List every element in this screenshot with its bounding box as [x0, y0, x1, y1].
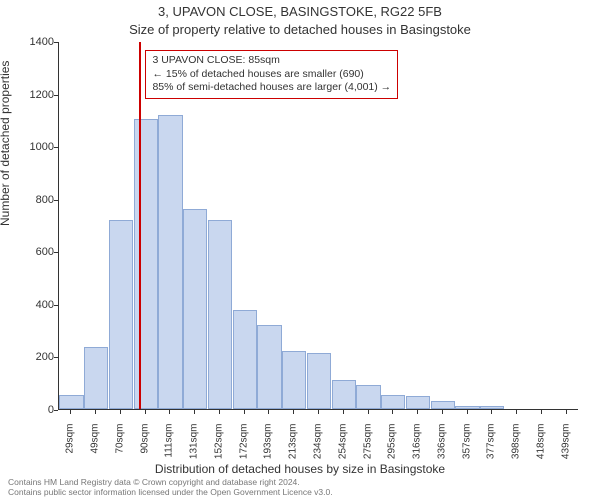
xtick-label: 275sqm: [362, 424, 373, 474]
xtick-mark: [293, 410, 294, 414]
reference-line: [139, 42, 141, 409]
histogram-bar: [332, 380, 356, 409]
xtick-label: 295sqm: [387, 424, 398, 474]
xtick-label: 213sqm: [288, 424, 299, 474]
ytick-mark: [54, 42, 58, 43]
ytick-label: 1000: [14, 141, 54, 153]
histogram-bar: [381, 395, 405, 409]
xtick-label: 29sqm: [65, 424, 76, 474]
xtick-label: 111sqm: [164, 424, 175, 474]
xtick-mark: [541, 410, 542, 414]
xtick-label: 152sqm: [213, 424, 224, 474]
histogram-bar: [480, 406, 504, 409]
ytick-label: 200: [14, 351, 54, 363]
histogram-bar: [183, 209, 207, 409]
ytick-mark: [54, 357, 58, 358]
histogram-bar: [59, 395, 83, 409]
footer-attribution: Contains HM Land Registry data © Crown c…: [8, 478, 333, 498]
xtick-label: 336sqm: [436, 424, 447, 474]
histogram-bar: [455, 406, 479, 409]
chart-title: 3, UPAVON CLOSE, BASINGSTOKE, RG22 5FB: [0, 4, 600, 19]
ytick-label: 600: [14, 246, 54, 258]
xtick-mark: [145, 410, 146, 414]
histogram-bar: [233, 310, 257, 409]
xtick-mark: [194, 410, 195, 414]
xtick-mark: [516, 410, 517, 414]
footer-line2: Contains public sector information licen…: [8, 488, 333, 498]
xtick-mark: [70, 410, 71, 414]
xtick-mark: [318, 410, 319, 414]
ytick-mark: [54, 200, 58, 201]
xtick-mark: [244, 410, 245, 414]
ytick-label: 1400: [14, 36, 54, 48]
xtick-mark: [268, 410, 269, 414]
ytick-mark: [54, 410, 58, 411]
xtick-mark: [392, 410, 393, 414]
xtick-label: 316sqm: [412, 424, 423, 474]
xtick-label: 90sqm: [139, 424, 150, 474]
xtick-mark: [120, 410, 121, 414]
chart-subtitle: Size of property relative to detached ho…: [0, 22, 600, 37]
xtick-label: 398sqm: [511, 424, 522, 474]
xtick-mark: [467, 410, 468, 414]
plot-area: 3 UPAVON CLOSE: 85sqm← 15% of detached h…: [58, 42, 578, 410]
ytick-mark: [54, 252, 58, 253]
chart-container: { "titles": { "line1": "3, UPAVON CLOSE,…: [0, 0, 600, 500]
histogram-bar: [431, 401, 455, 409]
ytick-label: 400: [14, 299, 54, 311]
xtick-label: 49sqm: [90, 424, 101, 474]
xtick-label: 418sqm: [535, 424, 546, 474]
xtick-mark: [219, 410, 220, 414]
xtick-mark: [169, 410, 170, 414]
histogram-bar: [307, 353, 331, 410]
histogram-bar: [208, 220, 232, 409]
histogram-bar: [257, 325, 281, 409]
ytick-label: 0: [14, 404, 54, 416]
ytick-mark: [54, 147, 58, 148]
xtick-label: 234sqm: [313, 424, 324, 474]
xtick-mark: [343, 410, 344, 414]
xtick-mark: [566, 410, 567, 414]
xtick-label: 70sqm: [114, 424, 125, 474]
histogram-bar: [84, 347, 108, 409]
xtick-label: 193sqm: [263, 424, 274, 474]
info-box-line: 85% of semi-detached houses are larger (…: [152, 81, 391, 95]
histogram-bar: [158, 115, 182, 409]
xtick-mark: [442, 410, 443, 414]
xtick-label: 254sqm: [337, 424, 348, 474]
y-axis-label: Number of detached properties: [0, 61, 12, 226]
xtick-mark: [368, 410, 369, 414]
xtick-label: 172sqm: [238, 424, 249, 474]
reference-info-box: 3 UPAVON CLOSE: 85sqm← 15% of detached h…: [145, 50, 398, 99]
xtick-mark: [491, 410, 492, 414]
histogram-bar: [356, 385, 380, 409]
histogram-bar: [282, 351, 306, 409]
xtick-mark: [95, 410, 96, 414]
xtick-label: 131sqm: [189, 424, 200, 474]
ytick-label: 1200: [14, 89, 54, 101]
ytick-mark: [54, 305, 58, 306]
ytick-label: 800: [14, 194, 54, 206]
xtick-label: 377sqm: [486, 424, 497, 474]
histogram-bar: [134, 119, 158, 409]
histogram-bar: [406, 396, 430, 409]
xtick-label: 357sqm: [461, 424, 472, 474]
xtick-label: 439sqm: [560, 424, 571, 474]
info-box-line: 3 UPAVON CLOSE: 85sqm: [152, 54, 391, 68]
info-box-line: ← 15% of detached houses are smaller (69…: [152, 68, 391, 82]
histogram-bar: [109, 220, 133, 409]
ytick-mark: [54, 95, 58, 96]
xtick-mark: [417, 410, 418, 414]
